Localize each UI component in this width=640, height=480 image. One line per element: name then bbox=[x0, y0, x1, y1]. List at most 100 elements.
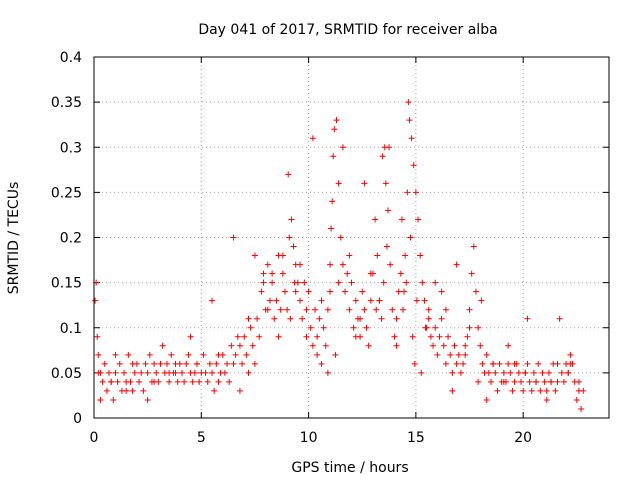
data-point bbox=[554, 378, 561, 385]
data-point bbox=[279, 270, 286, 277]
data-point bbox=[386, 144, 393, 151]
data-point bbox=[108, 378, 115, 385]
data-point bbox=[438, 288, 445, 295]
data-point bbox=[224, 360, 231, 367]
data-point bbox=[94, 333, 101, 340]
data-point bbox=[490, 360, 497, 367]
data-point bbox=[418, 369, 425, 376]
data-point bbox=[558, 369, 565, 376]
data-point bbox=[254, 315, 261, 322]
data-point bbox=[464, 333, 471, 340]
data-point bbox=[209, 369, 216, 376]
data-point bbox=[406, 117, 413, 124]
data-point bbox=[245, 315, 252, 322]
data-point bbox=[496, 360, 503, 367]
data-point bbox=[271, 315, 278, 322]
data-point bbox=[99, 378, 106, 385]
data-point bbox=[522, 369, 529, 376]
data-point bbox=[97, 396, 104, 403]
data-point bbox=[477, 342, 484, 349]
data-point bbox=[398, 216, 405, 223]
data-point bbox=[123, 387, 130, 394]
data-point bbox=[251, 360, 258, 367]
data-point bbox=[397, 270, 404, 277]
x-axis-label: GPS time / hours bbox=[291, 460, 408, 476]
data-point bbox=[314, 351, 321, 358]
data-point bbox=[172, 369, 179, 376]
chart-title: Day 041 of 2017, SRMTID for receiver alb… bbox=[198, 22, 497, 38]
data-point bbox=[101, 360, 108, 367]
data-point bbox=[292, 288, 299, 295]
data-point bbox=[194, 360, 200, 367]
data-point bbox=[327, 261, 334, 268]
data-point bbox=[288, 216, 295, 223]
data-point bbox=[379, 153, 386, 160]
data-point bbox=[434, 351, 441, 358]
data-point bbox=[410, 162, 417, 169]
data-point bbox=[382, 180, 389, 187]
data-point bbox=[405, 99, 412, 106]
data-point bbox=[483, 351, 490, 358]
data-point bbox=[159, 342, 166, 349]
data-point bbox=[181, 378, 188, 385]
data-point bbox=[505, 360, 512, 367]
data-point bbox=[297, 297, 303, 304]
x-tick-label: 0 bbox=[90, 430, 99, 446]
data-point bbox=[422, 324, 429, 331]
data-point bbox=[350, 324, 357, 331]
data-point bbox=[284, 306, 291, 313]
data-point bbox=[403, 279, 410, 286]
data-point bbox=[314, 333, 321, 340]
data-point bbox=[367, 270, 374, 277]
data-point bbox=[256, 333, 263, 340]
data-point bbox=[539, 369, 546, 376]
x-tick-label: 20 bbox=[514, 430, 532, 446]
data-point bbox=[251, 252, 258, 259]
data-point bbox=[357, 315, 364, 322]
data-point bbox=[342, 288, 349, 295]
data-point bbox=[378, 315, 385, 322]
data-point bbox=[413, 297, 420, 304]
data-point bbox=[425, 306, 432, 313]
data-point bbox=[348, 279, 355, 286]
data-point bbox=[575, 378, 582, 385]
data-point bbox=[269, 270, 276, 277]
data-point bbox=[136, 378, 143, 385]
data-point bbox=[346, 306, 353, 313]
y-axis-label: SRMTID / TECUs bbox=[6, 182, 22, 295]
data-point bbox=[330, 153, 337, 160]
data-point bbox=[515, 369, 522, 376]
y-tick-label: 0.35 bbox=[51, 95, 82, 111]
data-point bbox=[346, 252, 353, 259]
data-point bbox=[324, 306, 331, 313]
data-point bbox=[415, 216, 422, 223]
data-point bbox=[258, 288, 265, 295]
data-point bbox=[215, 351, 222, 358]
data-point bbox=[511, 378, 518, 385]
data-point bbox=[395, 288, 402, 295]
data-point bbox=[500, 369, 507, 376]
data-point bbox=[475, 324, 482, 331]
data-point bbox=[524, 315, 531, 322]
data-point bbox=[389, 306, 396, 313]
data-point bbox=[411, 360, 418, 367]
data-point bbox=[213, 360, 220, 367]
data-point bbox=[507, 369, 514, 376]
data-point bbox=[455, 351, 462, 358]
data-point bbox=[487, 378, 494, 385]
axis-ticks: 0 0.05 0.1 0.15 0.2 0.25 0.3 0.35 0.4 0 5 10 15 20 bbox=[51, 50, 609, 446]
data-point bbox=[565, 369, 572, 376]
data-point bbox=[103, 387, 110, 394]
data-point bbox=[526, 378, 533, 385]
data-point bbox=[361, 306, 368, 313]
y-tick-label: 0.2 bbox=[60, 231, 82, 247]
data-point bbox=[320, 324, 327, 331]
data-point bbox=[332, 351, 339, 358]
data-point bbox=[451, 342, 458, 349]
data-point bbox=[373, 306, 380, 313]
data-point bbox=[121, 369, 128, 376]
data-point bbox=[367, 297, 374, 304]
data-point bbox=[291, 279, 298, 286]
data-point bbox=[245, 369, 252, 376]
data-point bbox=[322, 342, 329, 349]
